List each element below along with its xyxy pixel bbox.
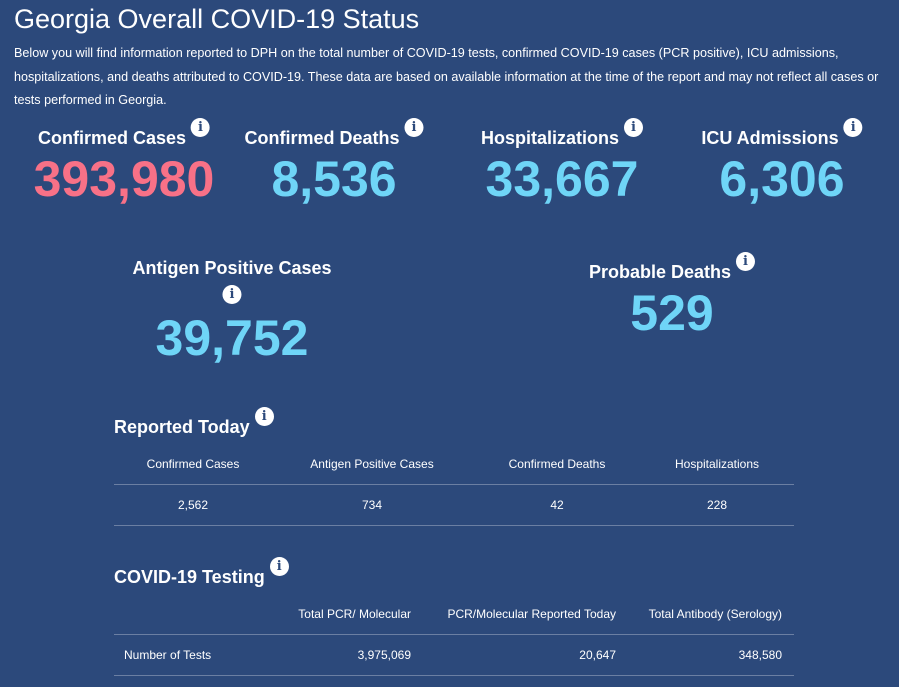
column-header: PCR/Molecular Reported Today <box>447 607 616 621</box>
stat-value: 529 <box>630 285 714 341</box>
stat-value: 6,306 <box>719 151 845 207</box>
column-header: Total PCR/ Molecular <box>298 607 411 621</box>
description: Below you will find information reported… <box>14 46 879 107</box>
column-header: Hospitalizations <box>674 457 760 471</box>
stat-confirmed-cases: Confirmed Casesi 393,980 <box>33 118 215 209</box>
cell: 42 <box>550 498 564 512</box>
column-header: Antigen Positive Cases <box>310 457 434 471</box>
stat-value: 33,667 <box>485 151 639 207</box>
column-header: Total Antibody (Serology) <box>648 607 782 621</box>
column-header: Confirmed Deaths <box>508 457 606 471</box>
reported-today-heading: Reported Todayi <box>114 407 274 438</box>
stat-hospitalizations: Hospitalizationsi 33,667 <box>480 118 644 209</box>
table-row: 2,562 734 42 228 <box>114 485 794 526</box>
page-title: Georgia Overall COVID-19 Status <box>14 4 420 34</box>
row-label: Number of Tests <box>124 648 212 662</box>
stat-label: Hospitalizations <box>480 128 620 148</box>
cell: 348,580 <box>738 648 782 662</box>
stat-label: Probable Deaths <box>588 262 732 282</box>
info-icon[interactable]: i <box>843 118 863 137</box>
section-title: Reported Today <box>114 417 250 437</box>
testing-table: Total PCR/ Molecular PCR/Molecular Repor… <box>114 594 794 676</box>
info-icon[interactable]: i <box>624 118 644 137</box>
stat-label: Antigen Positive Cases <box>132 258 332 278</box>
info-icon[interactable]: i <box>736 252 756 271</box>
info-icon[interactable]: i <box>222 285 242 304</box>
info-icon[interactable]: i <box>404 118 424 137</box>
stat-icu-admissions: ICU Admissionsi 6,306 <box>701 118 863 209</box>
info-icon[interactable]: i <box>254 407 274 426</box>
cell: 734 <box>361 498 383 512</box>
info-icon[interactable]: i <box>269 557 289 576</box>
table-row: Number of Tests 3,975,069 20,647 348,580 <box>114 635 794 676</box>
testing-heading: COVID-19 Testingi <box>114 557 289 588</box>
table-header: Confirmed Cases Antigen Positive Cases C… <box>114 444 794 485</box>
cell: 3,975,069 <box>357 648 411 662</box>
table-header: Total PCR/ Molecular PCR/Molecular Repor… <box>114 594 794 635</box>
stat-label: ICU Admissions <box>701 128 839 148</box>
info-icon[interactable]: i <box>191 118 211 137</box>
column-header: Confirmed Cases <box>146 457 240 471</box>
cell: 2,562 <box>177 498 209 512</box>
stat-label: Confirmed Cases <box>37 128 187 148</box>
stat-label: Confirmed Deaths <box>244 128 400 148</box>
cell: 20,647 <box>579 648 616 662</box>
stat-value: 8,536 <box>271 151 397 207</box>
stat-antigen-positive: Antigen Positive Cases i 39,752 <box>132 258 331 368</box>
stat-value: 393,980 <box>33 151 215 207</box>
section-title: COVID-19 Testing <box>114 567 265 587</box>
stat-probable-deaths: Probable Deathsi 529 <box>588 252 756 343</box>
stat-value: 39,752 <box>155 310 309 366</box>
reported-today-table: Confirmed Cases Antigen Positive Cases C… <box>114 444 794 526</box>
cell: 228 <box>706 498 728 512</box>
stat-confirmed-deaths: Confirmed Deathsi 8,536 <box>244 118 424 209</box>
